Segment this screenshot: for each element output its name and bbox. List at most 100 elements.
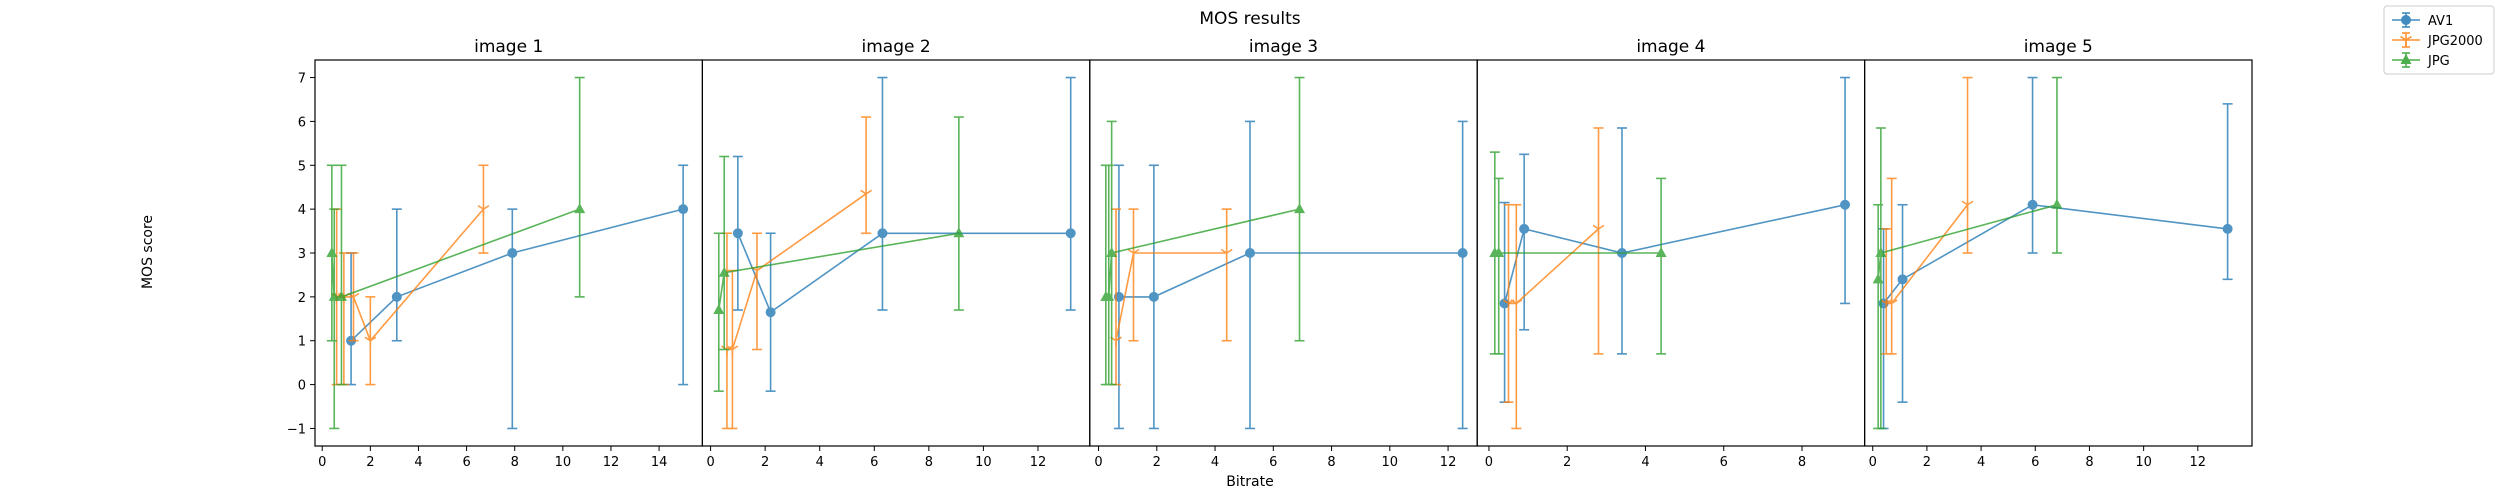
legend-frame bbox=[2383, 5, 2495, 75]
data-point bbox=[1294, 203, 1306, 214]
legend-marker bbox=[2400, 35, 2412, 46]
series-line bbox=[1882, 203, 2228, 304]
series-jpg bbox=[713, 116, 965, 392]
panel-2: image 2 0 2 4 6 8 10 12 bbox=[701, 37, 1091, 470]
data-point bbox=[574, 203, 586, 214]
series-jpg2000 bbox=[1502, 127, 1605, 430]
y-tick-label: 3 bbox=[298, 247, 306, 262]
data-point bbox=[1510, 299, 1523, 310]
y-axis-label: MOS score bbox=[140, 215, 156, 289]
data-point bbox=[1592, 224, 1605, 235]
panel-frame bbox=[701, 59, 1091, 447]
x-tick-label: 10 bbox=[555, 455, 572, 470]
data-point bbox=[1885, 299, 1898, 310]
data-point bbox=[1655, 247, 1667, 257]
x-tick-label: 4 bbox=[1977, 455, 1985, 470]
x-tick-label: 6 bbox=[2031, 455, 2039, 470]
x-tick-label: 6 bbox=[1269, 455, 1277, 470]
data-point bbox=[328, 290, 340, 301]
legend-marker bbox=[2401, 15, 2411, 25]
data-point bbox=[1457, 248, 1468, 258]
series-line bbox=[331, 208, 580, 298]
series-jpg2000 bbox=[1110, 208, 1233, 386]
data-point bbox=[1148, 291, 1159, 302]
x-tick-label: 8 bbox=[1327, 455, 1335, 470]
series-jpg bbox=[1489, 151, 1667, 355]
legend-label: AV1 bbox=[2428, 14, 2453, 29]
series-jpg bbox=[1872, 76, 2063, 430]
series-line bbox=[1118, 252, 1463, 298]
panel-5: image 5 0 2 4 6 8 10 12 bbox=[1863, 37, 2253, 470]
series-jpg2000 bbox=[1880, 76, 1974, 355]
x-tick-label: 2 bbox=[1563, 455, 1571, 470]
y-tick-label: 0 bbox=[298, 379, 306, 394]
x-tick-label: 6 bbox=[1720, 455, 1728, 470]
data-point bbox=[364, 336, 377, 347]
data-point bbox=[477, 204, 490, 216]
y-tick-label: 2 bbox=[298, 291, 306, 306]
x-tick-label: 10 bbox=[1382, 455, 1399, 470]
series-line bbox=[727, 193, 867, 351]
data-point bbox=[713, 304, 725, 315]
panel-title: image 2 bbox=[862, 37, 931, 57]
series-line bbox=[336, 208, 485, 343]
data-point bbox=[1872, 273, 1884, 284]
data-point bbox=[1519, 223, 1530, 234]
data-point bbox=[335, 290, 347, 301]
data-point bbox=[1499, 298, 1510, 309]
series-av1 bbox=[1499, 76, 1851, 403]
x-tick-label: 6 bbox=[870, 455, 878, 470]
data-point bbox=[391, 291, 402, 302]
x-tick-label: 6 bbox=[462, 455, 470, 470]
data-point bbox=[507, 248, 518, 258]
legend-label: JPG bbox=[2427, 54, 2450, 69]
panel-title: image 4 bbox=[1636, 37, 1705, 57]
series-jpg2000 bbox=[721, 116, 873, 430]
data-point bbox=[2027, 199, 2038, 210]
series-line bbox=[1886, 204, 1969, 305]
series-av1 bbox=[346, 164, 689, 430]
data-point bbox=[953, 227, 965, 238]
data-point bbox=[860, 189, 873, 200]
x-tick-label: 2 bbox=[1923, 455, 1931, 470]
x-tick-label: 12 bbox=[1440, 455, 1457, 470]
x-tick-label: 0 bbox=[1094, 455, 1102, 470]
y-tick-label: −1 bbox=[287, 422, 306, 437]
y-tick-label: 6 bbox=[298, 115, 306, 130]
series-jpg2000 bbox=[330, 164, 490, 386]
x-tick-label: 12 bbox=[1030, 455, 1047, 470]
series-line bbox=[350, 208, 684, 342]
x-tick-label: 0 bbox=[706, 455, 714, 470]
x-tick-label: 2 bbox=[366, 455, 374, 470]
x-tick-label: 4 bbox=[1641, 455, 1649, 470]
data-point bbox=[1220, 248, 1233, 259]
x-tick-label: 12 bbox=[603, 455, 620, 470]
data-point bbox=[2222, 223, 2233, 234]
figure-title: MOS results bbox=[1199, 9, 1300, 29]
series-jpg bbox=[326, 76, 586, 430]
data-point bbox=[726, 345, 739, 356]
x-tick-label: 10 bbox=[975, 455, 992, 470]
panel-4: image 4 0 2 4 6 8 bbox=[1476, 37, 1866, 470]
series-line bbox=[1503, 204, 1846, 304]
x-tick-label: 0 bbox=[1485, 455, 1493, 470]
series-line bbox=[718, 232, 959, 311]
x-tick-label: 4 bbox=[816, 455, 824, 470]
legend: AV1 JPG2000 JPG bbox=[2383, 5, 2495, 75]
panel-title: image 1 bbox=[474, 37, 543, 57]
y-tick-label: 1 bbox=[298, 335, 306, 350]
x-tick-label: 4 bbox=[414, 455, 422, 470]
series-av1 bbox=[732, 76, 1076, 392]
series-av1 bbox=[1113, 120, 1468, 430]
x-tick-label: 14 bbox=[651, 455, 668, 470]
data-point bbox=[1897, 274, 1908, 285]
x-tick-label: 10 bbox=[2135, 455, 2152, 470]
series-jpg bbox=[1100, 76, 1306, 386]
panel-frame bbox=[1863, 59, 2253, 447]
data-point bbox=[1065, 228, 1076, 239]
x-tick-label: 8 bbox=[1798, 455, 1806, 470]
data-point bbox=[1840, 199, 1851, 210]
